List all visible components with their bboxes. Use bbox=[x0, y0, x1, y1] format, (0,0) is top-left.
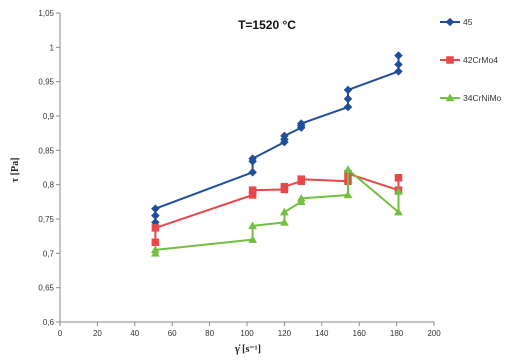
y-tick-label: 0,85 bbox=[38, 146, 54, 155]
series-line bbox=[154, 172, 400, 243]
x-tick-label: 20 bbox=[93, 329, 102, 338]
legend-marker bbox=[445, 17, 455, 27]
legend-marker bbox=[446, 56, 454, 64]
y-tick-label: 1 bbox=[50, 43, 55, 52]
y-tick-label: 0,9 bbox=[43, 112, 55, 121]
data-point bbox=[279, 207, 289, 216]
x-tick-label: 100 bbox=[240, 329, 254, 338]
data-point bbox=[394, 51, 403, 60]
data-point bbox=[248, 167, 257, 177]
data-point bbox=[279, 217, 289, 226]
data-point bbox=[394, 67, 403, 76]
x-tick-label: 200 bbox=[427, 329, 441, 338]
x-tick-label: 0 bbox=[58, 329, 63, 338]
data-point bbox=[151, 204, 160, 214]
chart-title: T=1520 °C bbox=[238, 18, 296, 32]
data-point bbox=[343, 165, 353, 173]
series-1 bbox=[151, 169, 403, 247]
x-tick-label: 120 bbox=[278, 329, 292, 338]
data-point bbox=[297, 175, 305, 183]
x-tick-label: 180 bbox=[390, 329, 404, 338]
y-tick-label: 1,05 bbox=[38, 9, 54, 18]
data-point bbox=[343, 94, 353, 104]
legend-label: 42CrMo4 bbox=[463, 55, 498, 65]
y-tick-label: 0,95 bbox=[38, 78, 54, 87]
data-point bbox=[280, 182, 289, 191]
data-point bbox=[394, 60, 403, 69]
legend-label: 34CrNiMo bbox=[463, 93, 502, 103]
legend-label: 45 bbox=[463, 17, 473, 27]
y-tick-label: 0,75 bbox=[38, 215, 54, 224]
series-line bbox=[154, 168, 400, 254]
data-point bbox=[248, 186, 257, 194]
legend-entry: 42CrMo4 bbox=[440, 55, 498, 65]
y-tick-label: 0,8 bbox=[43, 181, 55, 190]
data-point bbox=[296, 193, 306, 202]
series-line bbox=[154, 55, 400, 223]
data-point bbox=[248, 154, 257, 163]
series-2 bbox=[150, 165, 403, 257]
x-tick-label: 60 bbox=[168, 329, 177, 338]
x-tick-label: 140 bbox=[315, 329, 329, 338]
x-tick-label: 160 bbox=[353, 329, 367, 338]
x-axis-title: γ̇ [s⁻¹] bbox=[234, 344, 261, 355]
y-tick-label: 0,65 bbox=[38, 284, 54, 293]
series-0 bbox=[151, 51, 403, 227]
data-point bbox=[394, 187, 403, 195]
data-point bbox=[150, 245, 160, 254]
x-tick-label: 80 bbox=[205, 329, 214, 338]
data-point bbox=[248, 221, 258, 230]
legend-entry: 45 bbox=[440, 17, 473, 27]
data-point bbox=[151, 238, 160, 247]
legend: 45 42CrMo4 34CrNiMo bbox=[440, 17, 502, 103]
data-point bbox=[343, 85, 353, 95]
y-tick-label: 0,7 bbox=[43, 249, 55, 258]
data-point bbox=[151, 211, 160, 220]
data-point bbox=[248, 235, 258, 243]
data-point bbox=[296, 119, 306, 128]
data-point bbox=[394, 174, 403, 182]
x-tick-label: 40 bbox=[130, 329, 139, 338]
series-layer bbox=[150, 51, 403, 257]
data-point bbox=[280, 131, 289, 141]
legend-entry: 34CrNiMo bbox=[440, 93, 502, 103]
legend-marker bbox=[445, 93, 455, 102]
data-point bbox=[151, 224, 160, 232]
axes-layer: 0,6 0,65 0,7 0,75 0,8 0,85 0,9 0,95 1 1,05 0 20 40 60… bbox=[38, 9, 441, 338]
data-point bbox=[343, 190, 353, 199]
y-tick-label: 0,6 bbox=[43, 318, 55, 327]
data-point bbox=[343, 102, 353, 112]
data-point bbox=[394, 207, 403, 216]
y-axis-title: τ [Pa] bbox=[10, 158, 21, 183]
